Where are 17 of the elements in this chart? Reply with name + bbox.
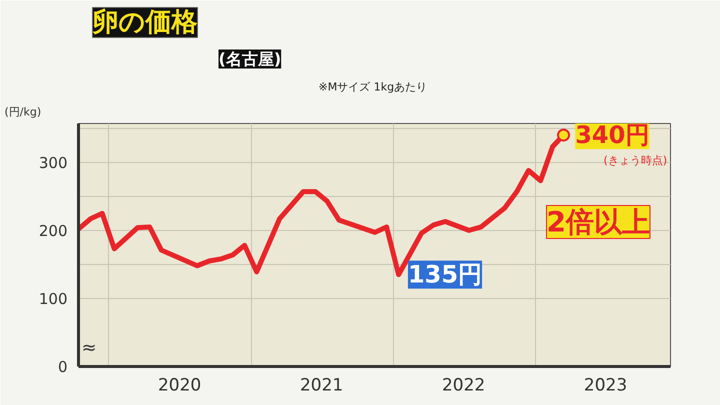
chart-title: 卵の価格	[92, 8, 198, 38]
y-tick-label: 300	[38, 154, 68, 172]
y-tick-label: 200	[38, 222, 68, 240]
annotation: (きょう時点)	[604, 154, 668, 168]
annotation: 2倍以上	[546, 206, 650, 238]
annotation: 340円	[575, 121, 650, 150]
annotation: ≈	[82, 338, 97, 358]
text: ※Mサイズ 1kgあたり	[318, 80, 428, 94]
y-tick-label: 0	[58, 358, 68, 376]
x-tick-label: 2021	[300, 376, 344, 396]
chart-subtitle: (名古屋)	[218, 50, 282, 68]
annotation: 135円	[408, 260, 482, 289]
x-tick-label: 2020	[158, 376, 202, 396]
y-axis-title: (円/kg)	[4, 106, 42, 118]
x-tick-label: 2022	[442, 376, 486, 396]
y-tick-label: 100	[38, 290, 68, 308]
x-tick-label: 2023	[584, 376, 628, 396]
